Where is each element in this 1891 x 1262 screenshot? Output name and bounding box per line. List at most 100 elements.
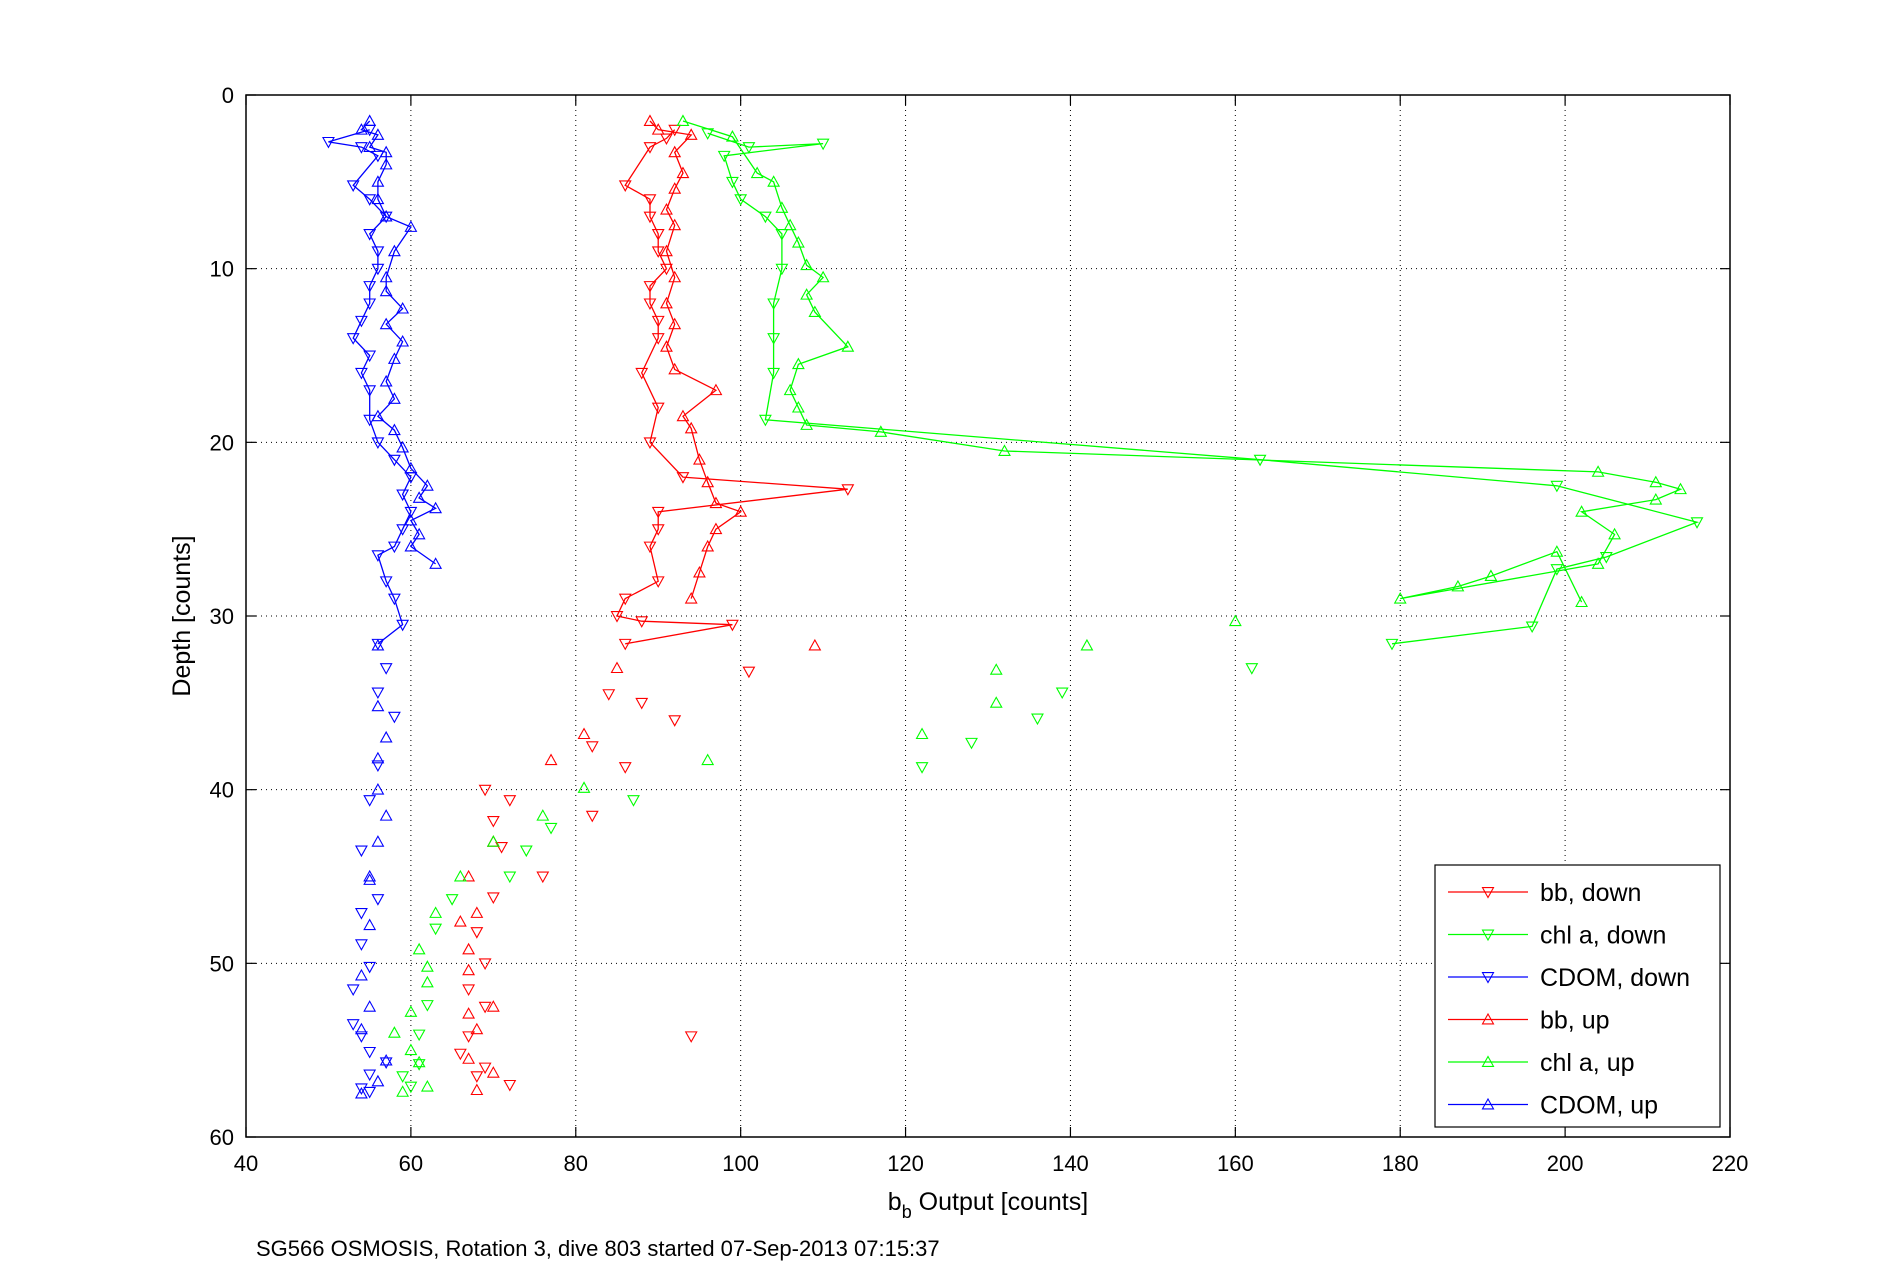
data-point	[1575, 505, 1589, 517]
data-point	[643, 142, 657, 154]
data-point	[1690, 517, 1704, 529]
data-point	[800, 258, 814, 271]
data-point	[660, 202, 673, 215]
data-point	[363, 1000, 377, 1012]
data-point	[412, 1055, 426, 1068]
data-point	[429, 501, 443, 514]
data-point	[668, 182, 682, 194]
data-point	[412, 1059, 426, 1071]
data-point	[371, 894, 385, 906]
data-point	[610, 611, 624, 623]
data-point	[404, 506, 418, 519]
data-point	[354, 1031, 368, 1043]
data-point	[495, 842, 509, 854]
data-point	[371, 1074, 385, 1087]
data-point	[643, 114, 657, 126]
x-tick-label: 200	[1547, 1151, 1584, 1176]
data-point	[387, 1026, 401, 1038]
data-point	[643, 541, 657, 554]
data-point	[585, 810, 599, 823]
data-point	[404, 1043, 418, 1056]
data-point	[387, 541, 401, 554]
legend-entry: bb, down	[1448, 879, 1641, 907]
data-point	[709, 522, 723, 535]
data-point	[371, 246, 385, 258]
x-axis-label-subscript: b	[902, 1202, 912, 1222]
data-point	[668, 362, 682, 375]
data-point	[684, 592, 698, 604]
data-point	[387, 244, 401, 257]
data-point	[379, 809, 393, 821]
data-point	[363, 194, 377, 206]
data-point	[371, 175, 385, 187]
data-point	[750, 166, 764, 179]
data-point	[643, 437, 657, 449]
legend: bb, down chl a, down CDOM, down bb, up chl a…	[1434, 864, 1721, 1128]
data-point	[701, 539, 715, 552]
data-point	[371, 409, 385, 422]
x-tick-label: 120	[887, 1151, 924, 1176]
legend-marker	[1481, 1055, 1495, 1067]
y-tick-label: 50	[210, 951, 234, 976]
data-point	[412, 527, 426, 540]
data-point	[651, 524, 665, 536]
legend-marker	[1481, 887, 1495, 899]
x-tick-label: 40	[234, 1151, 258, 1176]
data-point	[396, 440, 410, 453]
data-point	[841, 484, 855, 496]
data-point	[676, 114, 690, 126]
data-point	[412, 1029, 426, 1042]
data-point	[701, 753, 715, 766]
data-point	[998, 444, 1011, 456]
data-point	[478, 784, 492, 797]
data-point	[989, 696, 1003, 708]
data-point	[684, 1031, 698, 1043]
data-point	[627, 795, 640, 807]
x-tick-label: 140	[1052, 1151, 1089, 1176]
legend-entry: CDOM, down	[1448, 964, 1690, 992]
data-point	[1525, 621, 1539, 634]
x-tick-label: 220	[1712, 1151, 1749, 1176]
data-point	[363, 350, 377, 363]
data-point	[379, 317, 393, 330]
data-point	[635, 367, 649, 380]
series-cdom-down	[322, 124, 418, 651]
data-point	[618, 593, 632, 606]
data-point	[453, 915, 467, 927]
data-point	[363, 873, 377, 885]
data-point	[462, 1052, 476, 1064]
data-point	[1591, 465, 1605, 477]
data-point	[767, 333, 781, 345]
data-point	[618, 180, 632, 192]
y-tick-label: 10	[210, 257, 234, 282]
data-point	[668, 145, 682, 158]
data-point	[379, 1053, 393, 1066]
caption: SG566 OSMOSIS, Rotation 3, dive 803 star…	[256, 1236, 940, 1261]
series-extra	[453, 666, 756, 1092]
data-point	[363, 1069, 377, 1082]
data-point	[363, 795, 377, 807]
data-point	[1385, 638, 1399, 651]
data-point	[651, 506, 665, 519]
data-point	[354, 123, 368, 135]
data-point	[387, 454, 401, 467]
data-point	[404, 1005, 418, 1017]
legend-entry: chl a, up	[1448, 1049, 1635, 1077]
data-point	[635, 616, 649, 628]
y-tick-label: 30	[210, 604, 234, 629]
data-point	[462, 984, 476, 997]
x-tick-label: 180	[1382, 1151, 1419, 1176]
data-point	[1245, 663, 1259, 675]
data-point	[783, 383, 797, 396]
legend-box	[1434, 864, 1721, 1128]
data-point	[775, 201, 789, 213]
data-point	[346, 984, 360, 997]
data-point	[354, 142, 368, 154]
data-point	[965, 737, 978, 750]
data-point	[651, 123, 665, 135]
data-point	[420, 1000, 434, 1012]
series-chl-a-down	[701, 128, 1704, 651]
data-point	[412, 491, 426, 503]
data-point	[429, 923, 443, 936]
data-point	[684, 128, 698, 140]
